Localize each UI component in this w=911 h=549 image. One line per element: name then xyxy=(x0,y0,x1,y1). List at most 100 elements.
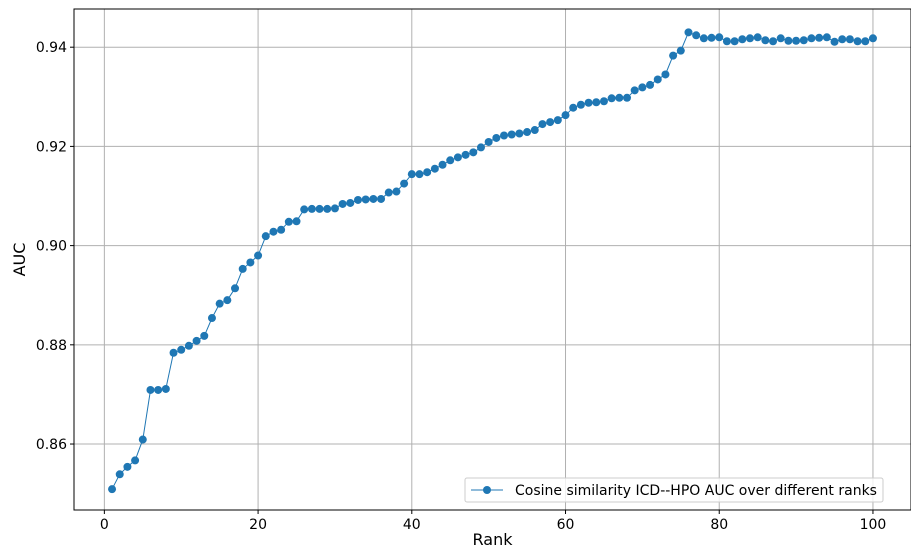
x-tick-label: 20 xyxy=(249,517,267,533)
data-point xyxy=(530,126,539,135)
data-point xyxy=(277,225,286,234)
x-axis: 0 20 40 60 80 100 xyxy=(100,510,886,533)
data-point xyxy=(353,195,362,204)
data-point xyxy=(822,33,831,42)
data-point xyxy=(815,33,824,42)
data-point xyxy=(653,75,662,84)
data-point xyxy=(500,131,509,140)
data-point xyxy=(607,94,616,103)
data-point xyxy=(845,35,854,44)
y-tick-label: 0.88 xyxy=(36,338,67,354)
plot-frame xyxy=(73,8,911,511)
data-point xyxy=(676,46,685,55)
data-point xyxy=(438,160,447,169)
data-point xyxy=(200,331,209,340)
data-point xyxy=(261,232,270,241)
data-point xyxy=(830,37,839,46)
data-point xyxy=(868,34,877,43)
data-point xyxy=(346,198,355,207)
data-point xyxy=(215,299,224,308)
y-tick-label: 0.90 xyxy=(36,239,67,255)
series-line xyxy=(111,31,874,490)
data-point xyxy=(392,187,401,196)
data-point xyxy=(838,35,847,44)
data-point xyxy=(300,205,309,214)
data-point xyxy=(799,36,808,45)
data-point xyxy=(784,36,793,45)
data-point xyxy=(315,204,324,213)
data-point xyxy=(569,103,578,112)
data-point xyxy=(292,217,301,226)
data-point xyxy=(745,34,754,43)
data-point xyxy=(469,148,478,157)
series-layer xyxy=(108,28,877,494)
data-point xyxy=(223,296,232,305)
data-point xyxy=(246,258,255,267)
data-point xyxy=(553,116,562,125)
data-point xyxy=(738,35,747,44)
data-point xyxy=(154,385,163,394)
data-point xyxy=(599,97,608,106)
x-tick-label: 0 xyxy=(100,517,109,533)
data-point xyxy=(661,70,670,79)
data-point xyxy=(638,83,647,92)
data-point xyxy=(761,36,770,45)
data-point xyxy=(538,120,547,129)
y-tick-label: 0.92 xyxy=(36,139,67,155)
grid xyxy=(74,9,911,510)
data-point xyxy=(576,100,585,109)
data-point xyxy=(192,336,201,345)
data-point xyxy=(853,37,862,46)
data-point xyxy=(807,34,816,43)
data-point xyxy=(792,36,801,45)
data-point xyxy=(323,204,332,213)
data-point xyxy=(254,251,263,260)
data-point xyxy=(769,37,778,46)
data-point xyxy=(338,199,347,208)
legend-box xyxy=(464,477,884,503)
data-point xyxy=(730,37,739,46)
data-point xyxy=(476,143,485,152)
data-point xyxy=(646,80,655,89)
legend-marker-swatch xyxy=(483,486,491,494)
data-point xyxy=(453,153,462,162)
data-point xyxy=(123,462,132,471)
x-tick-label: 80 xyxy=(710,517,728,533)
data-point xyxy=(169,348,178,357)
data-point xyxy=(384,188,393,197)
x-tick-label: 60 xyxy=(557,517,575,533)
data-point xyxy=(630,86,639,95)
data-point xyxy=(207,314,216,323)
data-point xyxy=(177,345,186,354)
data-point xyxy=(692,31,701,40)
data-point xyxy=(699,34,708,43)
data-point xyxy=(669,51,678,60)
y-axis-title: AUC xyxy=(10,243,29,277)
legend-label: Cosine similarity ICD--HPO AUC over diff… xyxy=(515,483,877,499)
data-point xyxy=(131,456,140,465)
data-point xyxy=(108,485,117,494)
data-point xyxy=(377,194,386,203)
data-point xyxy=(361,195,370,204)
data-point xyxy=(623,93,632,102)
data-point xyxy=(722,37,731,46)
data-point xyxy=(415,170,424,179)
data-point xyxy=(684,28,693,37)
x-tick-label: 40 xyxy=(403,517,421,533)
data-point xyxy=(753,33,762,42)
data-point xyxy=(561,111,570,120)
data-point xyxy=(369,194,378,203)
data-point xyxy=(515,129,524,138)
data-point xyxy=(484,137,493,146)
data-point xyxy=(776,34,785,43)
data-point xyxy=(269,227,278,236)
data-point xyxy=(307,204,316,213)
data-point xyxy=(507,130,516,139)
y-axis: 0.86 0.88 0.90 0.92 0.94 xyxy=(36,40,74,453)
data-point xyxy=(400,179,409,188)
data-point xyxy=(407,170,416,179)
data-point xyxy=(592,98,601,107)
y-tick-label: 0.94 xyxy=(36,40,67,56)
data-point xyxy=(715,33,724,42)
